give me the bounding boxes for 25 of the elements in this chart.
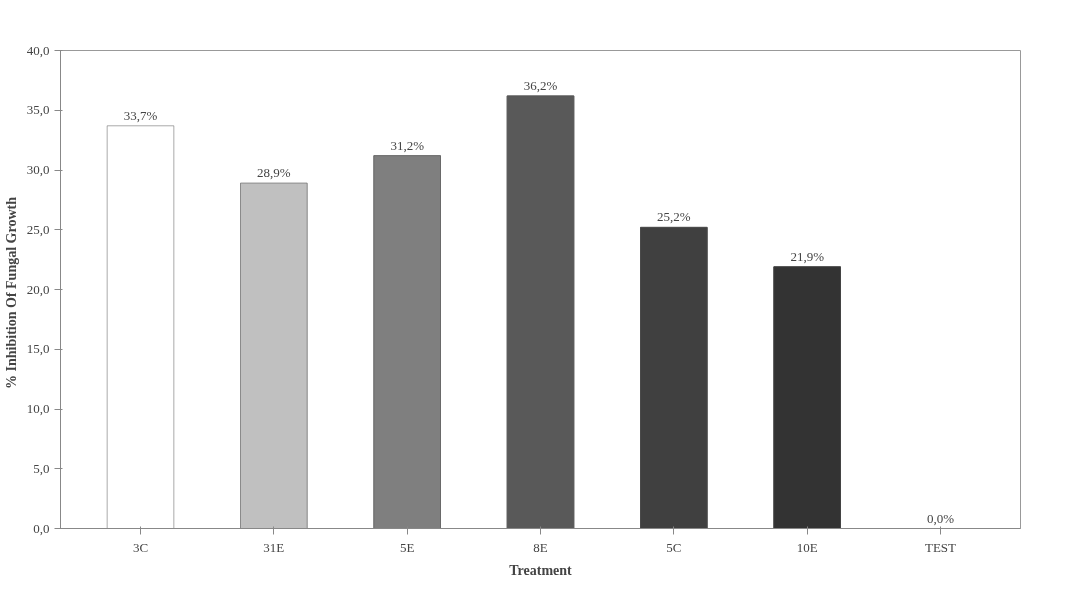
y-tick-label: 20,0 [26,281,50,297]
data-label: 33,7% [123,107,158,123]
x-tick-label: 8E [533,539,548,555]
x-tick-label: 5C [666,539,682,555]
y-tick-label: 0,0 [33,520,50,536]
data-label: 31,2% [390,137,425,153]
data-label: 28,9% [257,165,291,181]
y-tick-label: 5,0 [33,460,50,476]
x-axis-title: Treatment [509,562,573,578]
y-axis-title: % Inhibition Of Fungal Growth [3,196,19,389]
y-tick-label: 35,0 [26,102,50,118]
x-tick-label: 3C [132,539,149,555]
x-tick-label: 31E [263,539,285,555]
data-label: 25,2% [657,209,691,225]
y-tick-label: 30,0 [26,162,50,177]
data-label: 36,2% [523,77,558,93]
x-tick-label: 5E [399,539,415,555]
y-tick-label: 25,0 [26,221,50,237]
data-label: 0,0% [926,510,955,526]
x-tick-label: TEST [924,539,957,555]
x-tick-label: 10E [796,539,818,555]
y-tick-label: 15,0 [26,341,50,357]
y-tick-label: 40,0 [26,42,50,58]
y-tick-label: 10,0 [26,401,50,416]
data-label: 21,9% [790,248,825,264]
